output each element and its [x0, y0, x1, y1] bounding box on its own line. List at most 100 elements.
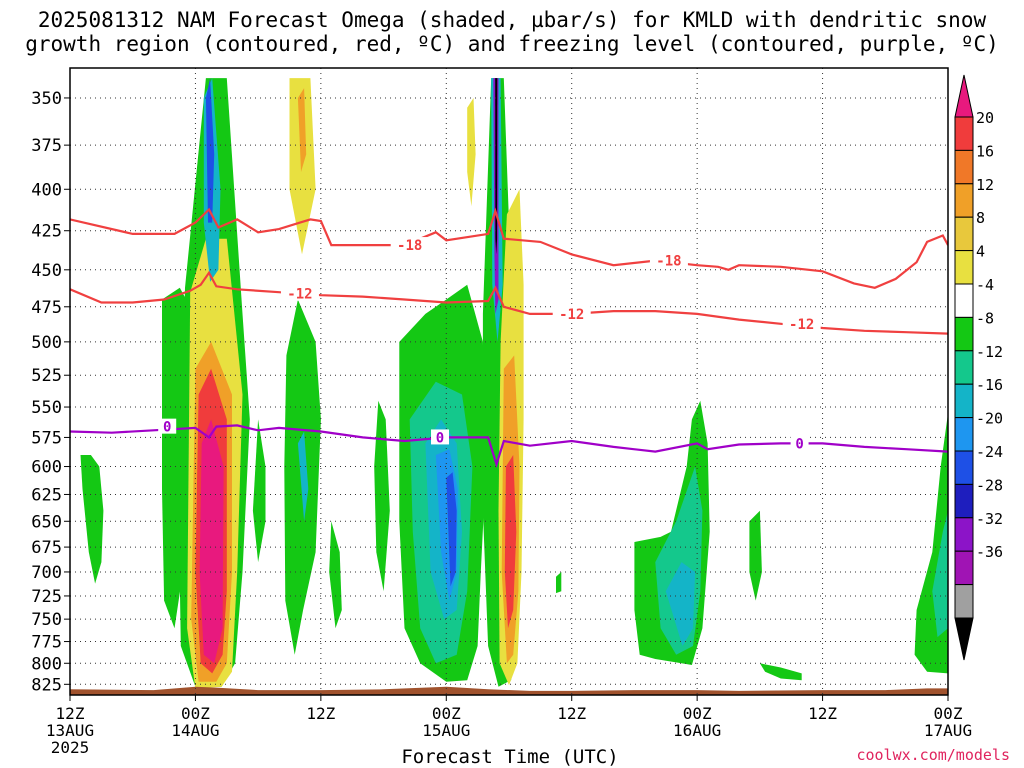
- colorbar-label-2: 12: [976, 176, 994, 194]
- omega-region-0: [80, 455, 104, 584]
- terrain-surface: [70, 686, 948, 695]
- contour-label-bg-2-0: [158, 418, 177, 434]
- colorbar-band-3: [954, 183, 974, 218]
- contour-label-bg-0-0: [390, 237, 429, 253]
- colorbar-bottom-arrow: [954, 617, 974, 661]
- y-tick-label-350: 350: [31, 89, 62, 109]
- y-tick-label-825: 825: [31, 675, 62, 695]
- contour-label-0-1: -18: [656, 254, 681, 270]
- colorbar-label-11: -28: [976, 476, 1003, 494]
- site-credit-link[interactable]: coolwx.com/models: [856, 746, 1010, 764]
- contour-line-0: [70, 207, 948, 289]
- x-axis-title: Forecast Time (UTC): [401, 746, 619, 768]
- omega-region-36: [932, 510, 948, 638]
- contour-label-bg-2-1: [431, 429, 450, 445]
- colorbar-band-2: [954, 149, 974, 185]
- x-tick-label-12-2: 14AUG: [171, 721, 219, 740]
- omega-region-15: [374, 400, 390, 592]
- colorbar-band-7: [954, 316, 974, 352]
- y-tick-label-750: 750: [31, 610, 62, 630]
- omega-region-6: [199, 419, 224, 664]
- omega-region-28: [495, 78, 498, 255]
- omega-shading: [80, 78, 948, 689]
- contour-line-2: [70, 424, 948, 468]
- x-tick-label-60-1: 00Z: [683, 704, 712, 723]
- terrain-layer: [70, 686, 948, 695]
- colorbar-band-11: [954, 450, 974, 485]
- colorbar-band-8: [954, 350, 974, 385]
- contour-label-2-1: 0: [436, 430, 444, 446]
- contour-lines: -18 -18 -12 -12 -12 0 0 0: [70, 207, 948, 468]
- x-tick-label-72-1: 12Z: [808, 704, 837, 723]
- x-tick-label-36-1: 00Z: [432, 704, 461, 723]
- y-tick-label-500: 500: [31, 333, 62, 353]
- colorbar-band-9: [954, 383, 974, 419]
- y-tick-label-450: 450: [31, 261, 62, 281]
- colorbar-band-14: [954, 550, 974, 586]
- omega-region-33: [749, 510, 762, 601]
- colorbar-label-5: -4: [976, 276, 994, 294]
- colorbar-band-12: [954, 483, 974, 519]
- y-tick-label-775: 775: [31, 633, 62, 653]
- chart-title-line-2: growth region (contoured, red, ºC) and f…: [25, 32, 999, 56]
- colorbar-label-7: -12: [976, 343, 1003, 361]
- x-tick-label-0-2: 13AUG: [46, 721, 94, 740]
- colorbar-label-12: -32: [976, 510, 1003, 528]
- y-tick-label-425: 425: [31, 222, 62, 242]
- colorbar-band-1: [954, 116, 974, 151]
- contour-label-bg-0-1: [649, 252, 688, 268]
- omega-region-11: [252, 419, 266, 563]
- x-tick-label-24-1: 12Z: [306, 704, 335, 723]
- contour-label-2-2: 0: [795, 436, 803, 452]
- omega-region-10: [297, 88, 307, 172]
- contour-label-0-0: -18: [397, 238, 422, 254]
- y-tick-label-650: 650: [31, 512, 62, 532]
- contour-label-1-2: -12: [789, 317, 814, 333]
- x-tick-label-48-1: 12Z: [557, 704, 586, 723]
- omega-region-14: [329, 521, 342, 629]
- y-tick-label-525: 525: [31, 366, 62, 386]
- omega-region-25: [504, 455, 517, 629]
- omega-region-29: [556, 572, 562, 594]
- contour-label-bg-1-1: [552, 305, 591, 321]
- x-tick-label-84-1: 00Z: [934, 704, 963, 723]
- omega-region-21: [467, 98, 476, 207]
- colorbar-label-0: 20: [976, 109, 994, 127]
- y-tick-label-800: 800: [31, 654, 62, 674]
- y-tick-label-725: 725: [31, 587, 62, 607]
- omega-region-34: [759, 663, 802, 681]
- x-tick-label-60-2: 16AUG: [673, 721, 721, 740]
- colorbar-label-6: -8: [976, 309, 994, 327]
- y-tick-label-575: 575: [31, 428, 62, 448]
- y-tick-label-675: 675: [31, 538, 62, 558]
- colorbar-band-6: [954, 283, 974, 318]
- contour-label-bg-2-2: [790, 435, 809, 451]
- colorbar-band-15: [954, 584, 974, 619]
- y-axis: 350 375 400 425 450 475 500 525 550 575 600 625 650 6…: [31, 89, 70, 695]
- contour-label-bg-1-0: [280, 285, 319, 301]
- contour-label-1-1: -12: [559, 307, 584, 323]
- colorbar-label-9: -20: [976, 410, 1003, 428]
- colorbar-label-1: 16: [976, 142, 994, 160]
- y-tick-label-550: 550: [31, 398, 62, 418]
- colorbar-label-10: -24: [976, 443, 1003, 461]
- colorbar-label-13: -36: [976, 543, 1003, 561]
- contour-line-1: [70, 270, 948, 335]
- colorbar-band-5: [954, 250, 974, 285]
- omega-region-13: [297, 431, 309, 522]
- x-tick-label-12-1: 00Z: [181, 704, 210, 723]
- contour-label-1-0: -12: [287, 287, 312, 303]
- x-tick-label-0-1: 12Z: [56, 704, 85, 723]
- x-tick-label-36-2: 15AUG: [422, 721, 470, 740]
- chart-title: 2025081312 NAM Forecast Omega (shaded, µ…: [0, 8, 1024, 56]
- colorbar-label-8: -16: [976, 376, 1003, 394]
- omega-region-32: [665, 562, 696, 646]
- y-tick-label-475: 475: [31, 298, 62, 318]
- colorbar-top-arrow: [954, 74, 974, 118]
- colorbar-band-4: [954, 216, 974, 252]
- y-tick-label-600: 600: [31, 458, 62, 478]
- x-tick-label-0-3: 2025: [51, 738, 90, 757]
- y-tick-label-400: 400: [31, 180, 62, 200]
